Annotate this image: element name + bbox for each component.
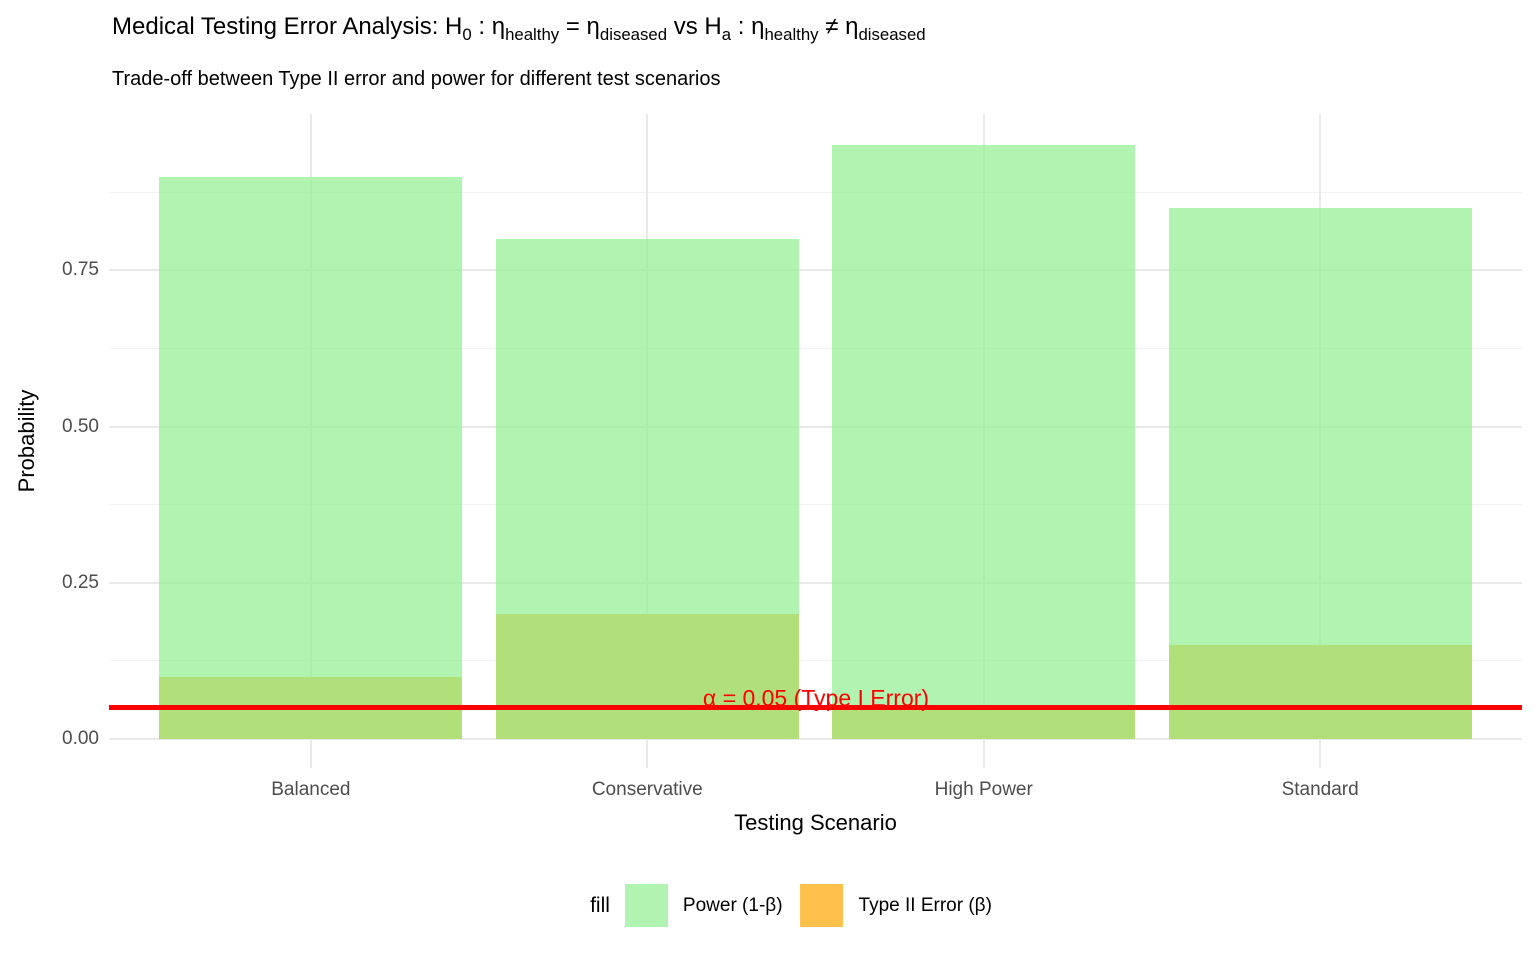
bar-power-conservative <box>495 239 799 739</box>
title-subscript: diseased <box>858 24 926 44</box>
plot-panel: α = 0.05 (Type I Error) <box>109 114 1522 768</box>
y-tick-label: 0.25 <box>62 571 99 593</box>
major-gridline-y <box>109 425 1522 428</box>
title-text: vs H <box>667 13 722 40</box>
title-text: Medical Testing Error Analysis: H <box>112 13 463 40</box>
chart-title: Medical Testing Error Analysis: H0 : ηhe… <box>112 12 926 44</box>
title-subscript: healthy <box>505 24 560 44</box>
title-text: ≠ η <box>818 13 859 40</box>
legend-label-power: Power (1-β) <box>682 894 783 916</box>
y-tick-label: 0.00 <box>62 728 99 749</box>
title-subscript: 0 <box>462 24 472 44</box>
title-text: = η <box>559 13 600 40</box>
y-tick-label: 0.50 <box>62 415 99 437</box>
minor-gridline-y <box>109 347 1522 349</box>
legend-key-power <box>624 884 668 927</box>
minor-gridline-y <box>109 504 1522 506</box>
minor-gridline-y <box>109 660 1522 662</box>
minor-gridline-y <box>109 191 1522 193</box>
bar-power-standard <box>1168 207 1472 739</box>
chart-subtitle: Trade-off between Type II error and powe… <box>112 68 721 90</box>
legend: fill Power (1-β) Type II Error (β) <box>590 884 1010 927</box>
y-tick-label: 0.75 <box>62 259 99 281</box>
x-axis-title: Testing Scenario <box>734 810 897 835</box>
title-subscript: healthy <box>764 24 819 44</box>
bar-power-high-power <box>832 145 1136 739</box>
major-gridline-y <box>109 269 1522 272</box>
legend-key-type2-error <box>800 884 844 927</box>
x-tick-label: High Power <box>934 779 1033 800</box>
title-text: : η <box>471 13 506 40</box>
legend-title: fill <box>590 893 610 917</box>
title-subscript: a <box>721 24 732 44</box>
title-subscript: diseased <box>599 24 668 44</box>
major-gridline-y <box>109 581 1522 584</box>
y-axis-title: Probability <box>14 389 39 493</box>
major-gridline-y <box>109 738 1522 740</box>
alpha-reference-line <box>109 705 1522 711</box>
x-tick-label: Standard <box>1281 779 1359 800</box>
title-text: : η <box>731 13 765 40</box>
alpha-annotation: α = 0.05 (Type I Error) <box>702 685 930 712</box>
x-tick-label: Balanced <box>271 779 351 800</box>
bar-power-balanced <box>159 176 463 739</box>
legend-label-type2-error: Type II Error (β) <box>858 894 992 916</box>
x-tick-label: Conservative <box>591 779 703 800</box>
